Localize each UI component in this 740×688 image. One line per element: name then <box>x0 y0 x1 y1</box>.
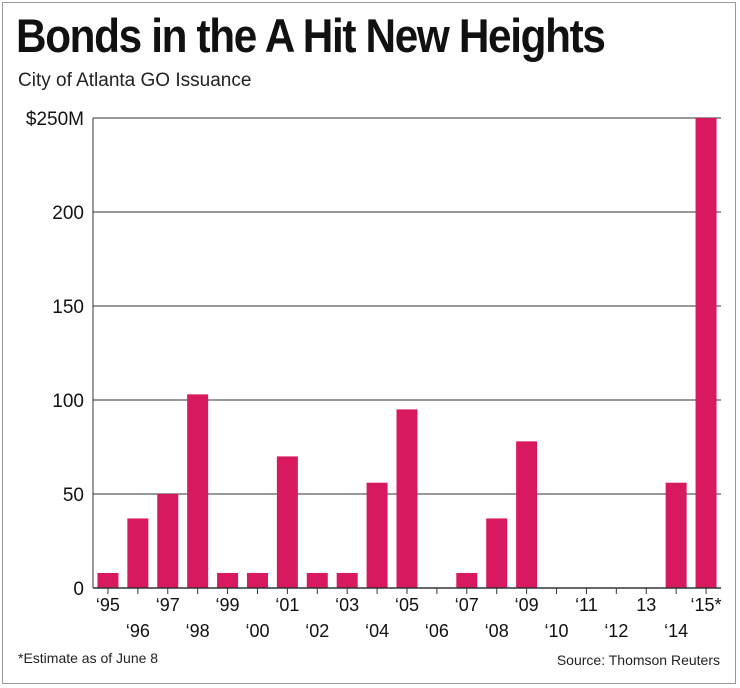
chart-title: Bonds in the A Hit New Heights <box>16 9 606 62</box>
chart-subtitle: City of Atlanta GO Issuance <box>18 70 252 91</box>
x-tick-label: ‘12 <box>604 621 628 641</box>
x-tick-label: ‘01 <box>275 595 299 615</box>
x-tick-label: ‘10 <box>545 621 569 641</box>
bar-15 <box>695 118 717 588</box>
x-tick-label: ‘02 <box>305 621 329 641</box>
x-tick-label: ‘15* <box>691 595 722 615</box>
y-tick-label: $250M <box>26 109 84 130</box>
x-tick-label: ‘04 <box>365 621 389 641</box>
bar-14 <box>665 482 687 588</box>
x-tick-label: ‘03 <box>335 595 359 615</box>
x-tick-label: ‘97 <box>156 595 180 615</box>
footnote: *Estimate as of June 8 <box>18 650 159 666</box>
bar-05 <box>396 409 418 588</box>
x-tick-label: ‘06 <box>425 621 449 641</box>
x-tick-label: ‘08 <box>485 621 509 641</box>
y-tick-label: 50 <box>63 485 84 506</box>
bar-96 <box>127 518 149 588</box>
x-tick-label: ‘11 <box>575 595 598 615</box>
bar-00 <box>246 572 268 588</box>
x-tick-label: ‘09 <box>515 595 539 615</box>
y-tick-label: 0 <box>73 579 84 600</box>
bar-98 <box>187 394 209 588</box>
x-tick-label: ‘95 <box>96 595 120 615</box>
x-tick-label: ‘96 <box>126 621 150 641</box>
bar-01 <box>276 456 298 588</box>
x-tick-label: ‘05 <box>395 595 419 615</box>
bar-08 <box>486 518 508 588</box>
bar-02 <box>306 572 328 588</box>
x-tick-label: ‘14 <box>664 621 688 641</box>
bar-04 <box>366 482 388 588</box>
bar-07 <box>456 572 478 588</box>
x-tick-label: ‘98 <box>186 621 210 641</box>
bar-95 <box>97 572 119 588</box>
bar-03 <box>336 572 358 588</box>
x-tick-label: ‘07 <box>455 595 479 615</box>
x-tick-label: 13 <box>636 595 656 615</box>
x-tick-label: ‘99 <box>216 595 240 615</box>
bar-09 <box>516 441 538 588</box>
bar-99 <box>217 572 239 588</box>
x-tick-label: ‘00 <box>245 621 269 641</box>
bar-97 <box>157 494 179 588</box>
y-tick-label: 100 <box>52 391 84 412</box>
source-note: Source: Thomson Reuters <box>556 652 720 668</box>
y-tick-label: 200 <box>52 203 84 224</box>
y-tick-label: 150 <box>52 297 84 318</box>
